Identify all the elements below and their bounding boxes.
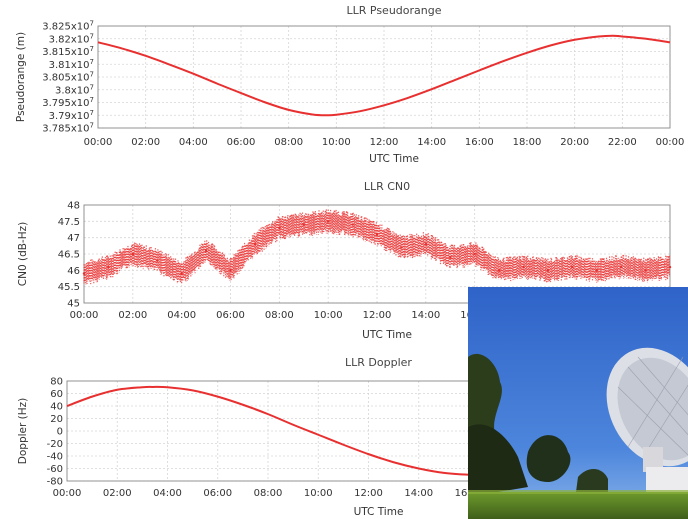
chart-title: LLR CN0 xyxy=(364,180,410,193)
y-tick-label: 0 xyxy=(57,427,63,438)
y-tick-label: 60 xyxy=(50,389,63,400)
y-tick-label: 3.81x107 xyxy=(49,58,94,71)
cn0-points xyxy=(82,209,672,285)
antenna-photo xyxy=(468,287,688,519)
y-tick-label: 3.8x107 xyxy=(55,83,94,96)
data-point xyxy=(351,223,354,226)
radio-telescope-image xyxy=(468,287,688,519)
plot-frame xyxy=(97,25,671,129)
data-point xyxy=(107,265,110,269)
y-tick-label: 3.795x107 xyxy=(42,96,94,109)
y-tick-label: 48 xyxy=(67,201,80,212)
x-tick-label: 22:00 xyxy=(608,137,637,148)
data-point xyxy=(204,249,208,252)
data-point xyxy=(668,265,672,269)
x-tick-label: 14:00 xyxy=(411,310,440,321)
y-tick-label: -40 xyxy=(47,452,63,463)
chart-title: LLR Doppler xyxy=(345,356,412,369)
data-point xyxy=(156,259,159,262)
x-tick-label: 20:00 xyxy=(560,137,589,148)
llr-doppler-chart xyxy=(66,380,671,482)
y-tick-label: -80 xyxy=(47,477,63,488)
x-axis-label: UTC Time xyxy=(369,153,419,165)
y-tick-label: 3.825x107 xyxy=(42,20,94,33)
y-tick-label: 3.785x107 xyxy=(42,122,94,135)
x-tick-label: 00:00 xyxy=(656,137,685,148)
x-axis-label: UTC Time xyxy=(362,329,412,341)
y-tick-label: 3.82x107 xyxy=(49,32,94,45)
data-point xyxy=(180,272,183,275)
llr-pseudorange-chart xyxy=(97,25,671,129)
llr-cn0-chart xyxy=(82,204,672,304)
y-tick-label: -20 xyxy=(47,439,63,450)
x-tick-label: 12:00 xyxy=(354,488,383,499)
x-tick-label: 04:00 xyxy=(179,137,208,148)
x-tick-label: 14:00 xyxy=(417,137,446,148)
y-axis-label: Pseudorange (m) xyxy=(15,32,27,122)
x-tick-label: 00:00 xyxy=(84,137,113,148)
y-tick-label: 46.5 xyxy=(58,250,80,261)
x-tick-label: 14:00 xyxy=(404,488,433,499)
x-axis-label: UTC Time xyxy=(354,506,404,518)
x-tick-label: 02:00 xyxy=(118,310,147,321)
x-tick-label: 12:00 xyxy=(370,137,399,148)
data-point xyxy=(253,243,257,246)
x-tick-label: 02:00 xyxy=(103,488,132,499)
x-tick-label: 08:00 xyxy=(274,137,303,148)
y-tick-label: -60 xyxy=(47,464,63,475)
y-axis-label: Doppler (Hz) xyxy=(17,398,29,464)
x-tick-label: 12:00 xyxy=(363,310,392,321)
x-tick-label: 06:00 xyxy=(227,137,256,148)
x-tick-label: 08:00 xyxy=(265,310,294,321)
data-point xyxy=(400,246,403,249)
data-point xyxy=(497,269,501,272)
x-tick-label: 00:00 xyxy=(53,488,82,499)
data-point xyxy=(131,252,135,256)
data-point xyxy=(619,265,623,269)
x-tick-label: 00:00 xyxy=(70,310,99,321)
plot-frame xyxy=(83,204,671,304)
y-tick-label: 45.5 xyxy=(58,282,80,293)
data-point xyxy=(82,272,86,275)
x-tick-label: 10:00 xyxy=(322,137,351,148)
data-point xyxy=(424,243,428,246)
y-tick-label: 47 xyxy=(67,233,80,244)
y-tick-label: 3.805x107 xyxy=(42,71,94,84)
data-point xyxy=(326,220,330,223)
x-tick-label: 02:00 xyxy=(131,137,160,148)
chart-title: LLR Pseudorange xyxy=(346,4,441,17)
data-point xyxy=(571,265,574,269)
x-tick-label: 06:00 xyxy=(216,310,245,321)
y-tick-label: 3.815x107 xyxy=(42,45,94,58)
data-point xyxy=(375,233,379,236)
data-point xyxy=(522,265,525,269)
data-point xyxy=(302,223,305,226)
y-tick-label: 3.79x107 xyxy=(49,109,94,122)
x-tick-label: 10:00 xyxy=(314,310,343,321)
data-point xyxy=(449,256,452,259)
y-tick-label: 47.5 xyxy=(58,217,80,228)
y-tick-label: 40 xyxy=(50,402,63,413)
data-point xyxy=(229,269,232,272)
x-tick-label: 08:00 xyxy=(254,488,283,499)
y-axis-label: CN0 (dB-Hz) xyxy=(17,222,29,286)
data-point xyxy=(473,252,476,256)
y-tick-label: 80 xyxy=(50,377,63,388)
y-tick-label: 20 xyxy=(50,414,63,425)
x-tick-label: 06:00 xyxy=(203,488,232,499)
y-tick-label: 46 xyxy=(67,266,80,277)
data-point xyxy=(595,269,598,272)
data-point xyxy=(644,269,647,272)
data-point xyxy=(278,226,281,230)
x-tick-label: 04:00 xyxy=(167,310,196,321)
data-point xyxy=(546,269,550,272)
x-tick-label: 04:00 xyxy=(153,488,182,499)
x-tick-label: 16:00 xyxy=(465,137,494,148)
x-tick-label: 10:00 xyxy=(304,488,333,499)
x-tick-label: 18:00 xyxy=(513,137,542,148)
y-tick-label: 45 xyxy=(67,299,80,310)
